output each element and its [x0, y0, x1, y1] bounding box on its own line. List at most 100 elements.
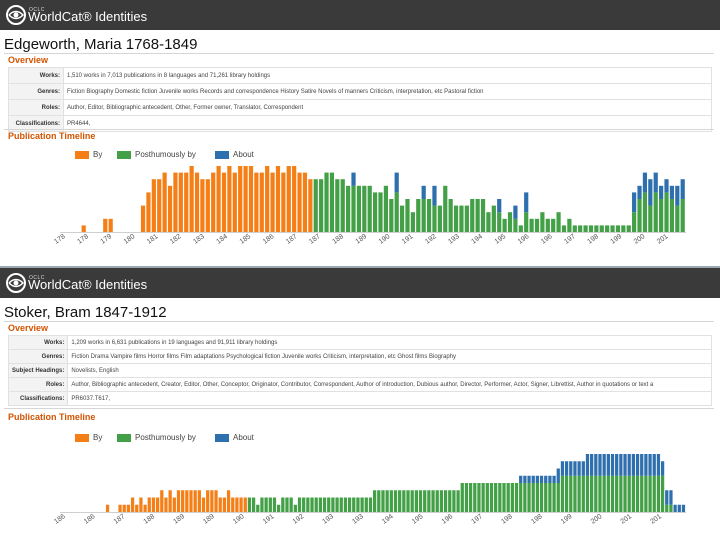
bar-segment-posthumously-by[interactable] [610, 225, 615, 232]
bar-segment-by[interactable] [222, 497, 227, 513]
info-value[interactable]: Fiction Drama Vampire films Horror films… [67, 349, 712, 364]
bar-segment-posthumously-by[interactable] [535, 483, 540, 512]
bar-segment-posthumously-by[interactable] [414, 490, 418, 512]
bar-segment-by[interactable] [226, 490, 231, 512]
bar-segment-posthumously-by[interactable] [491, 205, 496, 232]
bar-segment-about[interactable] [602, 454, 606, 476]
bar-segment-posthumously-by[interactable] [481, 483, 485, 512]
bar-segment-posthumously-by[interactable] [367, 185, 372, 232]
bar-segment-posthumously-by[interactable] [416, 199, 421, 232]
bar-segment-posthumously-by[interactable] [327, 497, 331, 513]
bar-segment-by[interactable] [118, 504, 122, 512]
bar-segment-about[interactable] [535, 475, 540, 483]
bar-segment-posthumously-by[interactable] [389, 199, 394, 232]
bar-segment-by[interactable] [135, 504, 139, 512]
bar-segment-posthumously-by[interactable] [644, 475, 648, 512]
bar-segment-posthumously-by[interactable] [373, 192, 378, 232]
bar-segment-about[interactable] [569, 461, 573, 476]
info-value[interactable]: Fiction Biography Domestic fiction Juven… [63, 83, 712, 100]
bar-segment-about[interactable] [594, 454, 598, 476]
bar-segment-posthumously-by[interactable] [594, 225, 599, 232]
bar-segment-posthumously-by[interactable] [502, 218, 507, 232]
bar-segment-about[interactable] [606, 454, 610, 476]
bar-segment-about[interactable] [659, 185, 664, 199]
bar-segment-posthumously-by[interactable] [621, 225, 626, 232]
bar-segment-posthumously-by[interactable] [360, 497, 364, 513]
bar-segment-posthumously-by[interactable] [293, 504, 297, 512]
bar-segment-by[interactable] [275, 166, 281, 232]
bar-segment-posthumously-by[interactable] [426, 199, 432, 232]
bar-segment-posthumously-by[interactable] [513, 218, 518, 232]
bar-segment-about[interactable] [664, 179, 669, 193]
bar-segment-by[interactable] [239, 497, 243, 513]
bar-segment-by[interactable] [197, 490, 201, 512]
bar-segment-posthumously-by[interactable] [599, 225, 604, 232]
bar-segment-posthumously-by[interactable] [615, 475, 619, 512]
bar-segment-posthumously-by[interactable] [578, 225, 583, 232]
bar-segment-posthumously-by[interactable] [498, 483, 502, 512]
bar-segment-posthumously-by[interactable] [335, 497, 339, 513]
bar-segment-posthumously-by[interactable] [581, 475, 585, 512]
bar-segment-by[interactable] [210, 490, 214, 512]
bar-segment-posthumously-by[interactable] [659, 199, 664, 232]
bar-segment-about[interactable] [577, 461, 581, 476]
bar-segment-posthumously-by[interactable] [619, 475, 623, 512]
bar-segment-about[interactable] [564, 461, 569, 476]
bar-segment-posthumously-by[interactable] [313, 179, 318, 232]
bar-segment-posthumously-by[interactable] [297, 497, 302, 513]
app-title[interactable]: WorldCat® Identities [28, 277, 148, 292]
bar-segment-posthumously-by[interactable] [573, 475, 577, 512]
bar-segment-posthumously-by[interactable] [394, 192, 399, 232]
bar-segment-posthumously-by[interactable] [610, 475, 615, 512]
app-title[interactable]: WorldCat® Identities [28, 9, 148, 24]
bar-segment-posthumously-by[interactable] [527, 483, 531, 512]
bar-segment-by[interactable] [254, 172, 259, 232]
bar-segment-posthumously-by[interactable] [480, 199, 486, 232]
bar-segment-about[interactable] [635, 454, 640, 476]
bar-segment-posthumously-by[interactable] [448, 490, 452, 512]
bar-segment-by[interactable] [189, 166, 194, 232]
bar-segment-about[interactable] [544, 475, 548, 483]
bar-segment-by[interactable] [168, 490, 172, 512]
bar-segment-by[interactable] [292, 166, 297, 232]
bar-segment-by[interactable] [146, 192, 151, 232]
bar-segment-posthumously-by[interactable] [460, 483, 464, 512]
bar-segment-posthumously-by[interactable] [352, 497, 356, 513]
bar-segment-posthumously-by[interactable] [381, 490, 385, 512]
bar-segment-by[interactable] [181, 490, 185, 512]
bar-segment-by[interactable] [147, 497, 151, 513]
bar-segment-posthumously-by[interactable] [302, 497, 306, 513]
bar-segment-by[interactable] [218, 497, 222, 513]
bar-segment-posthumously-by[interactable] [656, 475, 661, 512]
bar-segment-posthumously-by[interactable] [653, 192, 658, 232]
bar-segment-by[interactable] [122, 504, 126, 512]
bar-segment-about[interactable] [531, 475, 535, 483]
bar-segment-posthumously-by[interactable] [347, 497, 352, 513]
bar-segment-posthumously-by[interactable] [319, 179, 324, 232]
bar-segment-by[interactable] [167, 185, 173, 232]
bar-segment-by[interactable] [248, 166, 254, 232]
bar-segment-by[interactable] [205, 179, 210, 232]
bar-segment-by[interactable] [193, 490, 197, 512]
bar-segment-posthumously-by[interactable] [306, 497, 310, 513]
bar-segment-by[interactable] [130, 497, 135, 513]
bar-segment-about[interactable] [432, 185, 437, 206]
bar-segment-about[interactable] [421, 185, 426, 199]
bar-segment-about[interactable] [677, 504, 681, 512]
bar-segment-posthumously-by[interactable] [648, 475, 652, 512]
bar-segment-about[interactable] [513, 205, 518, 219]
bar-segment-posthumously-by[interactable] [605, 225, 610, 232]
bar-segment-posthumously-by[interactable] [410, 490, 414, 512]
bar-segment-posthumously-by[interactable] [675, 205, 680, 232]
bar-segment-by[interactable] [214, 490, 218, 512]
bar-segment-by[interactable] [81, 225, 86, 232]
bar-segment-posthumously-by[interactable] [551, 218, 556, 232]
bar-segment-posthumously-by[interactable] [260, 497, 264, 513]
bar-segment-posthumously-by[interactable] [632, 212, 637, 232]
bar-segment-posthumously-by[interactable] [427, 490, 431, 512]
bar-segment-posthumously-by[interactable] [514, 483, 519, 512]
bar-segment-posthumously-by[interactable] [378, 192, 383, 232]
bar-segment-posthumously-by[interactable] [247, 497, 252, 513]
bar-segment-posthumously-by[interactable] [567, 218, 572, 232]
bar-segment-posthumously-by[interactable] [281, 497, 285, 513]
